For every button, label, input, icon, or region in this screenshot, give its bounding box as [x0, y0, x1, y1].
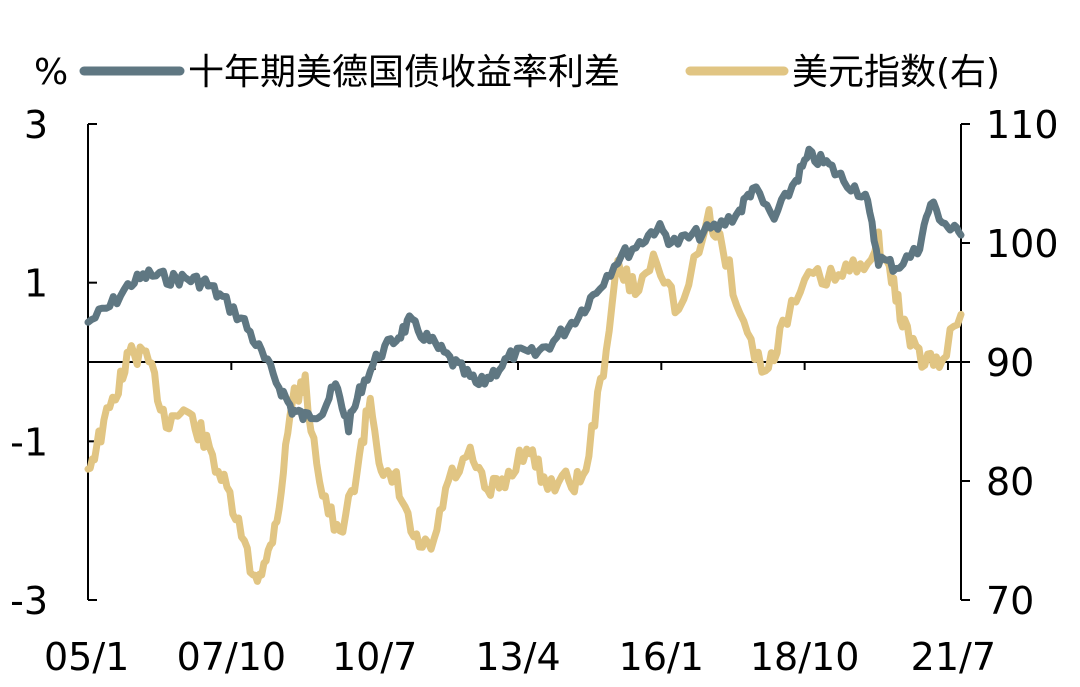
x-tick-label: 05/1: [44, 635, 129, 679]
right-tick-label: 100: [986, 222, 1059, 266]
legend-label-spread: 十年期美德国债收益率利差: [188, 52, 620, 93]
left-tick-label: -1: [10, 420, 48, 464]
plot-area: [84, 145, 965, 585]
x-tick-label: 16/1: [619, 635, 704, 679]
series-line-spread: [84, 145, 965, 436]
x-tick-label: 07/10: [177, 635, 287, 679]
x-tick-label: 18/10: [750, 635, 860, 679]
series-line-dollar-index: [84, 206, 965, 585]
left-tick-label: -3: [10, 579, 48, 623]
right-axis-ticks: 110 100 90 80 70: [961, 103, 1059, 623]
x-tick-label: 21/7: [911, 635, 996, 679]
left-axis-unit-label: %: [34, 52, 68, 93]
left-tick-label: 3: [24, 103, 48, 147]
right-tick-label: 90: [986, 341, 1034, 385]
right-tick-label: 80: [986, 460, 1034, 504]
left-axis-ticks: 3 1 -1 -3: [10, 103, 97, 623]
x-tick-label: 13/4: [475, 635, 560, 679]
legend: % 十年期美德国债收益率利差 美元指数(右): [34, 52, 1000, 93]
legend-label-dollar-index: 美元指数(右): [792, 52, 1000, 93]
right-tick-label: 110: [986, 103, 1059, 147]
x-tick-label: 10/7: [332, 635, 417, 679]
axes: 3 1 -1 -3 110 100 90 80 70 05/1 07/10 10/7 13/4 16/…: [10, 103, 1058, 679]
right-tick-label: 70: [986, 579, 1034, 623]
left-tick-label: 1: [24, 262, 48, 306]
